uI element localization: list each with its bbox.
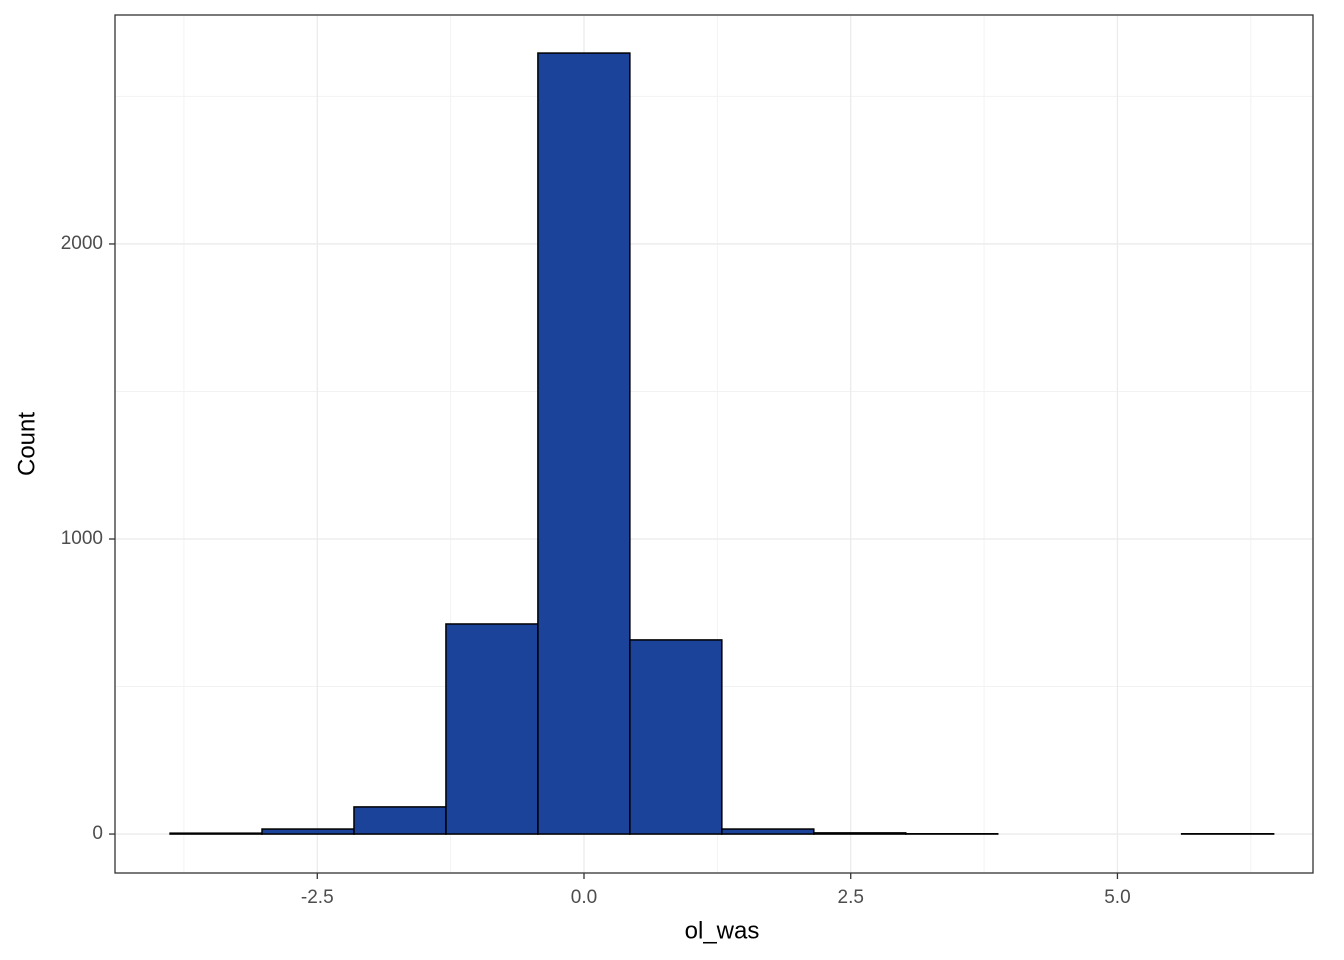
y-tick-label: 0 [92, 823, 103, 844]
bar [537, 52, 631, 835]
y-tick-label: 1000 [61, 528, 103, 549]
bar [353, 806, 447, 835]
bar [169, 832, 263, 835]
bar [261, 828, 355, 835]
bar [445, 623, 539, 835]
panel-border [114, 14, 1314, 874]
x-axis-title: ol_was [685, 917, 760, 944]
x-tick-label: 5.0 [1104, 887, 1130, 908]
y-tick-label: 2000 [61, 233, 103, 254]
bar [721, 828, 815, 835]
x-tick-label: 2.5 [838, 887, 864, 908]
y-axis-title: Count [13, 412, 40, 476]
bar [813, 832, 907, 835]
bar [629, 639, 723, 835]
x-tick-label: -2.5 [301, 887, 334, 908]
x-tick-label: 0.0 [571, 887, 597, 908]
